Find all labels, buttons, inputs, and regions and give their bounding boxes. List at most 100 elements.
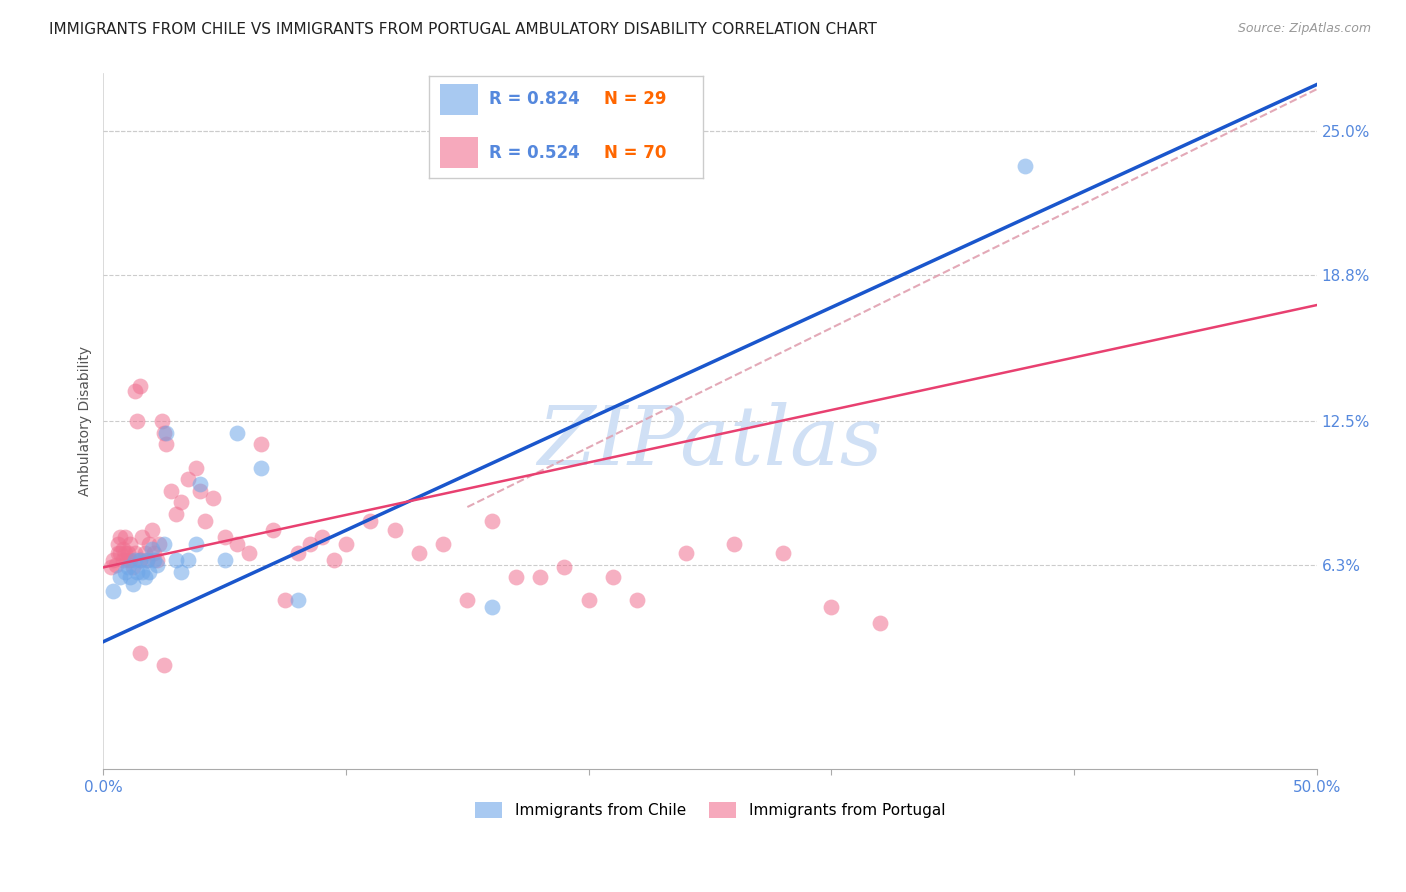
Point xyxy=(214,530,236,544)
Point xyxy=(553,560,575,574)
Point xyxy=(177,472,200,486)
Text: N = 29: N = 29 xyxy=(605,90,666,109)
Point xyxy=(138,537,160,551)
Point xyxy=(143,546,166,560)
Text: R = 0.824: R = 0.824 xyxy=(489,90,579,109)
Point xyxy=(117,560,139,574)
Point xyxy=(578,592,600,607)
Point xyxy=(155,437,177,451)
Point xyxy=(602,569,624,583)
Bar xyxy=(440,84,478,115)
Point xyxy=(111,553,134,567)
Point xyxy=(155,425,177,440)
Point xyxy=(110,530,132,544)
Point xyxy=(134,546,156,560)
Text: ZIPatlas: ZIPatlas xyxy=(537,402,883,482)
Point xyxy=(456,592,478,607)
Point xyxy=(287,546,309,560)
Point xyxy=(114,546,136,560)
Point xyxy=(138,565,160,579)
Point xyxy=(134,569,156,583)
Point xyxy=(184,460,207,475)
Point xyxy=(120,569,142,583)
Point xyxy=(250,437,273,451)
Point xyxy=(274,592,297,607)
Point xyxy=(148,537,170,551)
Point xyxy=(128,646,150,660)
Point xyxy=(114,530,136,544)
Point xyxy=(117,546,139,560)
Point xyxy=(107,546,129,560)
Point xyxy=(322,553,344,567)
Point xyxy=(100,560,122,574)
Point xyxy=(177,553,200,567)
Point xyxy=(723,537,745,551)
Point xyxy=(127,565,149,579)
Point xyxy=(184,537,207,551)
Point xyxy=(110,569,132,583)
Point xyxy=(160,483,183,498)
Point xyxy=(359,514,381,528)
Point xyxy=(128,553,150,567)
Y-axis label: Ambulatory Disability: Ambulatory Disability xyxy=(79,346,93,496)
Point xyxy=(190,476,212,491)
Point xyxy=(128,379,150,393)
Point xyxy=(214,553,236,567)
Point xyxy=(311,530,333,544)
Point xyxy=(225,537,247,551)
Point xyxy=(194,514,217,528)
Text: R = 0.524: R = 0.524 xyxy=(489,144,579,161)
Point xyxy=(136,553,159,567)
Point xyxy=(298,537,321,551)
Legend: Immigrants from Chile, Immigrants from Portugal: Immigrants from Chile, Immigrants from P… xyxy=(468,797,952,824)
Bar xyxy=(440,137,478,168)
Point xyxy=(1014,159,1036,173)
Point xyxy=(124,384,146,398)
Point xyxy=(772,546,794,560)
Point xyxy=(114,565,136,579)
Point xyxy=(481,599,503,614)
Point xyxy=(869,616,891,631)
Point xyxy=(131,530,153,544)
Point xyxy=(170,495,193,509)
Point xyxy=(238,546,260,560)
Point xyxy=(136,553,159,567)
Point xyxy=(384,523,406,537)
Point xyxy=(124,553,146,567)
Point xyxy=(124,546,146,560)
Text: IMMIGRANTS FROM CHILE VS IMMIGRANTS FROM PORTUGAL AMBULATORY DISABILITY CORRELAT: IMMIGRANTS FROM CHILE VS IMMIGRANTS FROM… xyxy=(49,22,877,37)
Point xyxy=(127,414,149,428)
Point xyxy=(150,414,173,428)
Point xyxy=(505,569,527,583)
Point xyxy=(153,537,176,551)
Point xyxy=(250,460,273,475)
Point xyxy=(145,558,167,572)
Point xyxy=(120,537,142,551)
Point xyxy=(111,541,134,556)
Point xyxy=(335,537,357,551)
Point xyxy=(153,657,176,672)
Point xyxy=(201,491,224,505)
Point xyxy=(107,537,129,551)
Point xyxy=(121,560,143,574)
Text: Source: ZipAtlas.com: Source: ZipAtlas.com xyxy=(1237,22,1371,36)
Point xyxy=(170,565,193,579)
Point xyxy=(128,553,150,567)
Point xyxy=(131,565,153,579)
Point xyxy=(262,523,284,537)
Point xyxy=(141,541,163,556)
Point xyxy=(120,553,142,567)
Text: N = 70: N = 70 xyxy=(605,144,666,161)
Point xyxy=(101,583,124,598)
Point xyxy=(408,546,430,560)
Point xyxy=(481,514,503,528)
Point xyxy=(141,523,163,537)
Point xyxy=(529,569,551,583)
Point xyxy=(432,537,454,551)
Point xyxy=(287,592,309,607)
Point xyxy=(104,558,127,572)
Point xyxy=(190,483,212,498)
Point xyxy=(820,599,842,614)
Point xyxy=(117,553,139,567)
Point xyxy=(153,425,176,440)
